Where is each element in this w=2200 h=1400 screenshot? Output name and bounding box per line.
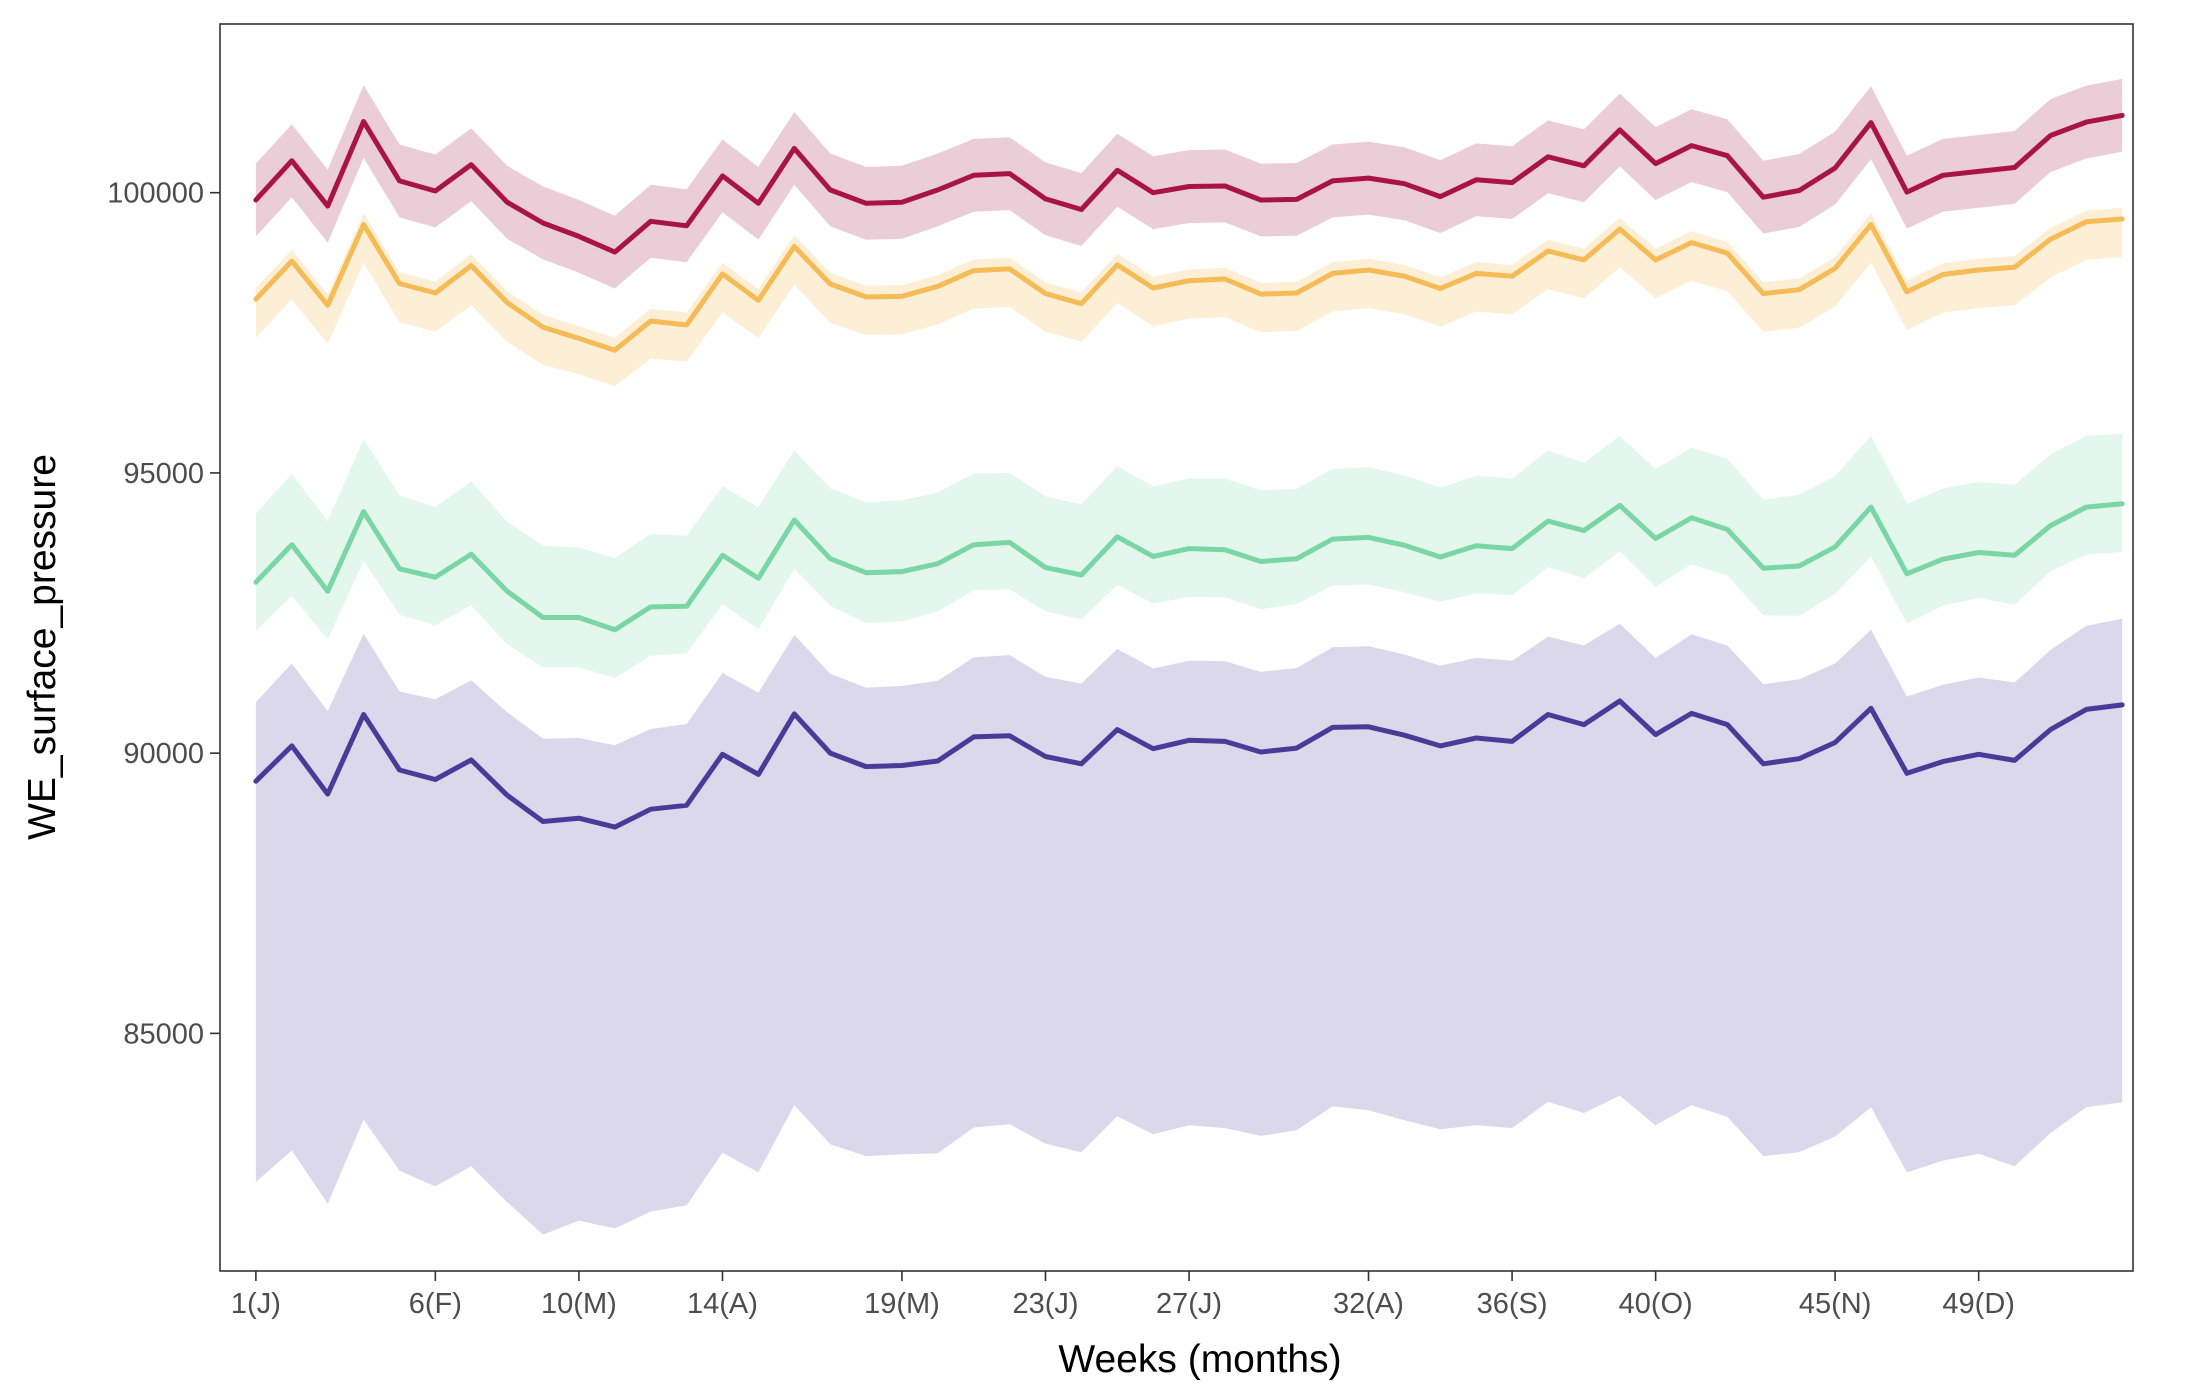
x-tick-label-2: 10(M) [541,1288,617,1320]
series-3-line [253,112,2125,255]
y-tick-label-0: 85000 [123,1018,204,1050]
x-tick-label-7: 32(A) [1333,1288,1404,1320]
series-2-line [253,216,2125,353]
x-axis: 1(J) 6(F) 10(M) 14(A) 19(M) 23(J) 27(J) 32(A) 36… [231,1271,2015,1320]
x-tick-label-5: 23(J) [1012,1288,1078,1320]
y-axis-title: WE_surface_pressure [21,454,64,840]
confidence-bands [255,78,2123,1235]
x-tick-label-8: 36(S) [1477,1288,1548,1320]
series-3-band [255,78,2123,289]
y-tick-label-1: 90000 [123,738,204,770]
x-axis-title: Weeks (months) [1058,1338,1341,1381]
series-0-band [255,618,2123,1235]
plot-panel-border [219,23,2134,1272]
x-tick-label-6: 27(J) [1156,1288,1222,1320]
series-1-line [253,501,2125,633]
x-tick-label-0: 1(J) [231,1288,281,1320]
y-tick-label-2: 95000 [123,458,204,490]
series-1-band [255,433,2123,678]
x-tick-label-11: 49(D) [1942,1288,2015,1320]
series-lines [253,112,2125,830]
x-tick-label-9: 40(O) [1619,1288,1693,1320]
series-2-band [255,207,2123,387]
x-tick-label-4: 19(M) [864,1288,940,1320]
x-tick-label-1: 6(F) [409,1288,462,1320]
x-tick-label-10: 45(N) [1799,1288,1872,1320]
y-axis: 85000 90000 95000 100000 [107,178,220,1050]
y-tick-label-3: 100000 [107,178,204,210]
x-tick-label-3: 14(A) [687,1288,758,1320]
series-0-line [253,698,2125,830]
